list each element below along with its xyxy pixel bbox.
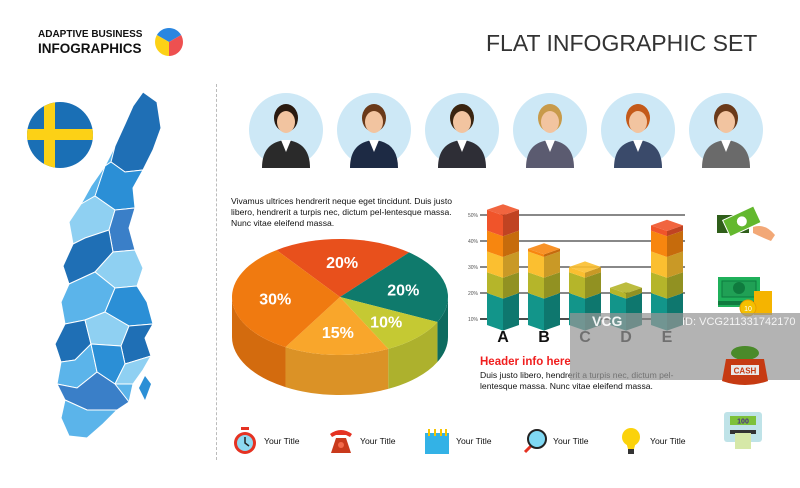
magnifier-icon — [523, 429, 547, 454]
bar-segment-side — [503, 230, 519, 257]
pie-slice-side — [388, 322, 438, 389]
bar-segment-side — [544, 293, 560, 331]
logo-line-2: INFOGRAPHICS — [38, 41, 142, 56]
bar-top — [528, 243, 560, 255]
y-tick-label: 50% — [468, 213, 479, 219]
bar-segment-side — [503, 272, 519, 299]
icon-label: Your Title — [553, 436, 589, 446]
avatar-businessman — [425, 93, 499, 168]
icon-label: Your Title — [456, 436, 492, 446]
logo-pie-icon — [155, 28, 183, 56]
coin-label: 10 — [744, 306, 752, 313]
icon-item-notepad: Your Title — [424, 424, 492, 458]
bar-segment — [487, 209, 503, 237]
bar-segment — [487, 230, 503, 257]
bar-top — [651, 219, 683, 231]
text-block-1: Vivamus ultrices hendrerit neque eget ti… — [231, 196, 453, 228]
bar-segment — [528, 248, 544, 257]
bar-segment — [569, 272, 585, 299]
icon-label: Your Title — [650, 436, 686, 446]
header-info: Header info here — [480, 356, 571, 368]
notepad-icon — [425, 429, 449, 454]
bar-segment — [651, 272, 667, 299]
bar-segment — [651, 251, 667, 278]
icon-label: Your Title — [264, 436, 300, 446]
y-tick-label: 40% — [468, 239, 479, 245]
avatar-businesswoman-1 — [249, 93, 323, 168]
bar-segment-side — [626, 287, 642, 299]
bar-segment — [487, 251, 503, 278]
bar-segment-side — [544, 251, 560, 278]
pie-slice-side — [232, 297, 286, 388]
icon-item-alarm: Your Title — [232, 424, 300, 458]
pie-slice — [285, 297, 389, 355]
pie-slice-label: 20% — [387, 283, 419, 300]
avatar-businesswoman-2 — [337, 93, 411, 168]
icon-item-phone: Your Title — [328, 424, 396, 458]
atm-label: 100 — [737, 419, 749, 426]
avatar-businesswoman-notebook — [601, 93, 675, 168]
bar-segment-side — [667, 225, 683, 237]
logo-line-1: ADAPTIVE BUSINESS — [38, 29, 143, 40]
bar-segment — [528, 272, 544, 299]
bar-segment-side — [503, 293, 519, 331]
cash-label: CASH — [734, 367, 757, 376]
bar-segment-side — [585, 272, 601, 299]
telephone-icon — [330, 430, 352, 453]
watermark-logo: VCG — [592, 313, 623, 329]
bar-segment-side — [544, 248, 560, 257]
y-tick-label: 10% — [468, 317, 479, 323]
bar-segment-side — [667, 272, 683, 299]
pie-slice-side — [285, 347, 389, 395]
pie-slice-label: 30% — [259, 292, 291, 309]
bar-segment-side — [585, 267, 601, 278]
avatar-businesswoman-tablet — [689, 93, 763, 168]
y-tick-label: 30% — [468, 265, 479, 271]
icon-item-bulb: Your Title — [618, 424, 686, 458]
cash-bag-icon: CASH — [722, 346, 768, 385]
pie-slice — [340, 252, 448, 323]
sweden-map — [54, 91, 162, 439]
bar-top — [569, 261, 601, 273]
bar-segment-side — [503, 251, 519, 278]
pie-slice — [276, 239, 410, 297]
bar-segment-side — [667, 251, 683, 278]
y-tick-label: 20% — [468, 291, 479, 297]
bar-segment — [651, 225, 667, 237]
bar-segment-side — [544, 272, 560, 299]
pie-slice-label: 10% — [370, 314, 402, 331]
bar-segment — [651, 230, 667, 257]
cash-in-hand-icon — [717, 205, 775, 241]
sweden-flag-icon — [27, 102, 93, 168]
light-bulb-icon — [622, 428, 640, 454]
bar-segment — [569, 267, 585, 278]
icon-item-magnifier: Your Title — [521, 424, 589, 458]
bar-segment — [528, 293, 544, 331]
icon-label: Your Title — [360, 436, 396, 446]
pie-slice-label: 15% — [322, 325, 354, 342]
x-category-label: B — [538, 329, 550, 346]
banknotes-and-coins-icon: 10 — [718, 277, 772, 317]
page-title: FLAT INFOGRAPHIC SET — [486, 30, 758, 56]
x-category-label: A — [497, 329, 509, 346]
avatar-businesswoman-glasses — [513, 93, 587, 168]
bar-top — [487, 204, 519, 216]
bar-segment-side — [503, 209, 519, 237]
watermark-id: ID: VCG211331742170 — [682, 316, 796, 328]
atm-cash-icon: 100 — [724, 412, 762, 449]
pie-chart: 20% 20% 10% 15% 30% — [231, 239, 448, 395]
pie-slice — [340, 297, 438, 349]
bar-segment — [528, 251, 544, 278]
alarm-clock-icon — [234, 427, 256, 454]
bar-segment-side — [667, 230, 683, 257]
pie-slice — [231, 250, 340, 348]
bar-segment — [487, 272, 503, 299]
bar-segment — [610, 287, 626, 299]
pie-slice-label: 20% — [326, 255, 358, 272]
bar-segment — [487, 293, 503, 331]
divider — [216, 84, 217, 460]
pie-slice-side — [437, 297, 448, 363]
